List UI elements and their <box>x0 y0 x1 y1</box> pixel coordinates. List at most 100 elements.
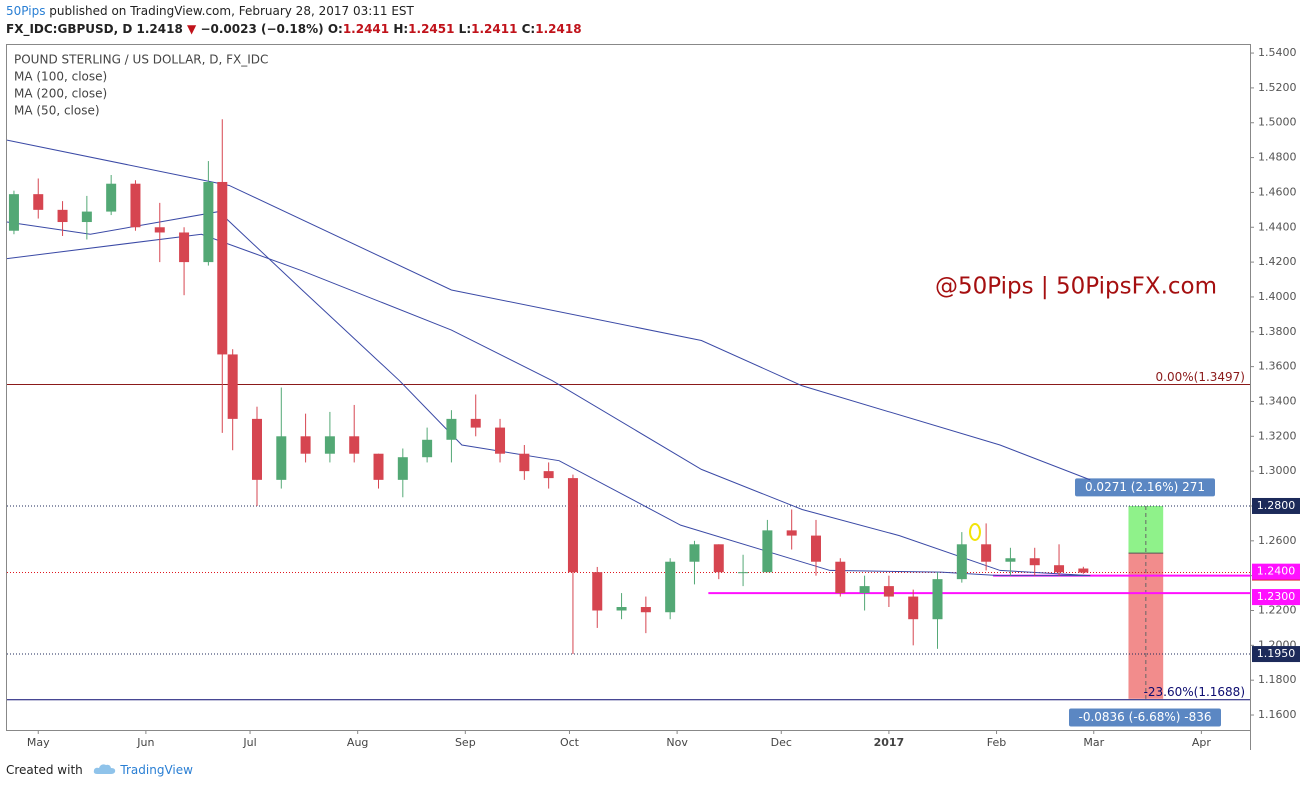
y-tick-label: 1.4800 <box>1258 151 1297 164</box>
x-tick-label: Apr <box>1192 736 1212 749</box>
candle-body <box>616 607 627 611</box>
candle-body <box>810 535 821 562</box>
legend-entry: MA (200, close) <box>14 87 107 101</box>
moving-average <box>6 211 1091 577</box>
candle-body <box>470 418 481 428</box>
y-tick-label: 1.3000 <box>1258 464 1297 477</box>
y-tick-label: 1.1800 <box>1258 673 1297 686</box>
candle-body <box>154 227 165 233</box>
l-label: L: <box>458 22 472 36</box>
candle-body <box>446 418 457 440</box>
legend-entry: MA (100, close) <box>14 70 107 84</box>
y-tick-label: 1.4600 <box>1258 185 1297 198</box>
y-tick-label: 1.2200 <box>1258 603 1297 616</box>
position-label-box <box>1075 478 1215 497</box>
published: published on TradingView.com, February 2… <box>49 4 414 18</box>
x-tick-label: Jun <box>136 736 154 749</box>
candle-body <box>519 453 530 472</box>
price-box-label: 1.2800 <box>1257 499 1296 512</box>
candle-body <box>835 561 846 594</box>
last: 1.2418 <box>136 22 183 36</box>
candle-body <box>8 194 19 231</box>
highlight <box>969 523 981 541</box>
candle-body <box>57 209 68 223</box>
price-box-label: 1.2300 <box>1257 590 1296 603</box>
candle-body <box>203 181 214 263</box>
candle-body <box>1054 565 1065 573</box>
price-box-label: 1.2400 <box>1257 565 1296 578</box>
candle-body <box>130 183 141 228</box>
price-box <box>1252 589 1300 606</box>
candle-body <box>397 457 408 480</box>
candle-body <box>33 194 44 210</box>
h-label: H: <box>393 22 409 36</box>
moving-average <box>6 233 1091 577</box>
candle-body <box>738 572 749 574</box>
candle-body <box>300 436 311 454</box>
x-tick-label: Jul <box>242 736 256 749</box>
candle-body <box>883 586 894 597</box>
y-tick-label: 1.3800 <box>1258 325 1297 338</box>
y-tick-label: 1.1600 <box>1258 708 1297 721</box>
x-tick-label: Nov <box>666 736 688 749</box>
y-tick-label: 1.4000 <box>1258 290 1297 303</box>
x-tick-label: Oct <box>560 736 580 749</box>
candle-body <box>106 183 117 212</box>
candle-body <box>640 607 651 613</box>
candle-body <box>179 232 190 263</box>
x-tick-label: Dec <box>771 736 792 749</box>
price-box <box>1252 563 1300 580</box>
created: Created with <box>6 763 83 777</box>
candle-body <box>543 471 554 479</box>
chart: 1.16001.18001.20001.22001.24001.26001.28… <box>6 44 1300 750</box>
symbol: FX_IDC:GBPUSD, D <box>6 22 133 36</box>
cloud-icon <box>93 764 115 774</box>
low: 1.2411 <box>471 22 518 36</box>
candle-body <box>592 572 603 611</box>
brand[interactable]: TradingView <box>120 763 193 777</box>
x-tick-label: Sep <box>455 736 476 749</box>
y-tick-label: 1.5000 <box>1258 116 1297 129</box>
candle-body <box>373 453 384 480</box>
candle-body <box>1078 568 1089 573</box>
close: 1.2418 <box>535 22 582 36</box>
candle-body <box>713 544 724 573</box>
fib-label: 0.00%(1.3497) <box>1156 370 1245 384</box>
candle-body <box>932 579 943 620</box>
candle-body <box>689 544 700 562</box>
open: 1.2441 <box>342 22 390 36</box>
position-label-box <box>1069 708 1221 727</box>
candle-body <box>665 561 676 613</box>
candle-body <box>276 436 287 480</box>
y-tick-label: 1.4200 <box>1258 255 1297 268</box>
candle-body <box>349 436 360 454</box>
candle-body <box>1005 558 1016 562</box>
moving-average <box>6 139 1091 481</box>
candle-body <box>324 436 335 454</box>
candle-body <box>495 427 506 454</box>
c-label: C: <box>521 22 536 36</box>
candle-body <box>81 211 92 223</box>
candle-body <box>981 544 992 562</box>
x-tick-label: Mar <box>1083 736 1104 749</box>
position-label: 0.0271 (2.16%) 271 <box>1085 480 1205 494</box>
candle-body <box>762 530 773 573</box>
candle-body <box>956 544 967 580</box>
footer: Created with TradingView <box>6 762 193 777</box>
fib-label: -23.60%(1.1688) <box>1144 685 1245 699</box>
candle-body <box>859 586 870 594</box>
candle-body <box>227 354 238 419</box>
price-box <box>1252 646 1300 663</box>
plot-frame <box>6 44 1251 731</box>
price-box <box>1252 497 1300 514</box>
high: 1.2451 <box>408 22 455 36</box>
candle-body <box>567 478 578 573</box>
change: −0.0023 (−0.18%) <box>200 22 324 36</box>
y-tick-label: 1.3200 <box>1258 429 1297 442</box>
author[interactable]: 50Pips <box>6 4 46 18</box>
o-label: O: <box>327 22 343 36</box>
x-tick-label: Aug <box>347 736 368 749</box>
y-tick-label: 1.3400 <box>1258 394 1297 407</box>
candle-body <box>786 530 797 536</box>
y-tick-label: 1.4400 <box>1258 220 1297 233</box>
